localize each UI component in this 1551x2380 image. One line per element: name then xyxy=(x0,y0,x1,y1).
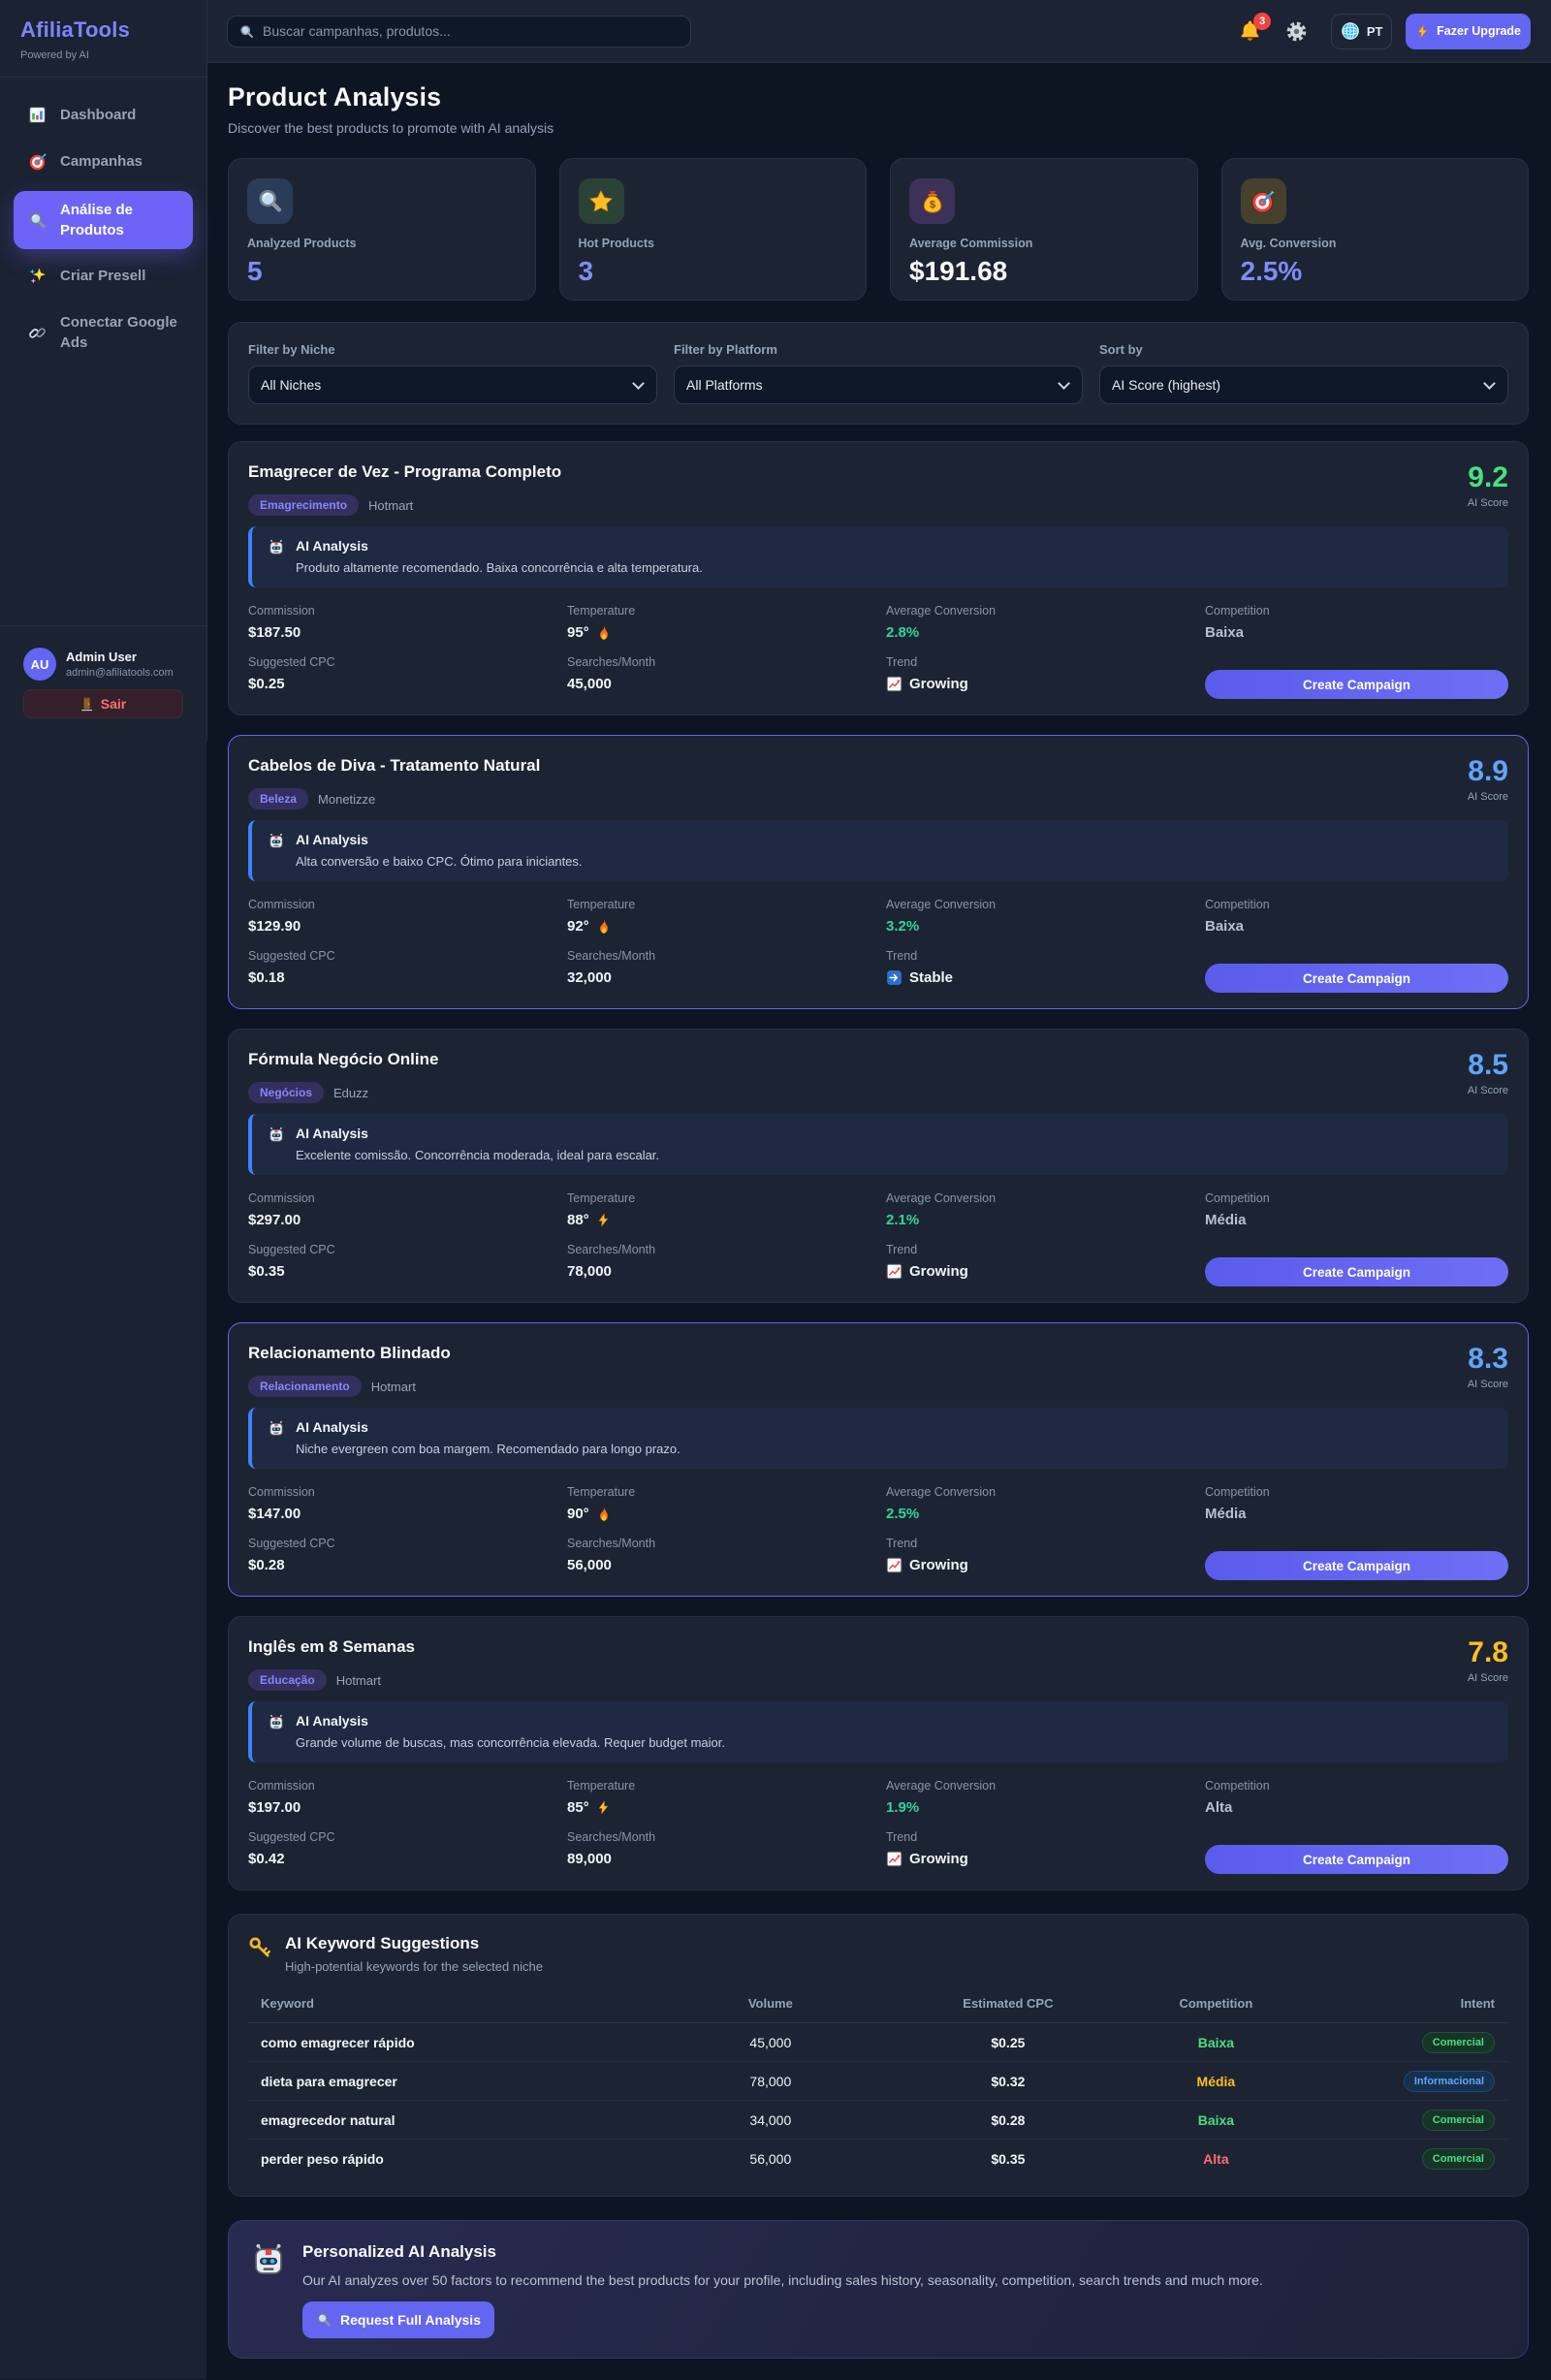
svg-text:$: $ xyxy=(929,199,934,210)
